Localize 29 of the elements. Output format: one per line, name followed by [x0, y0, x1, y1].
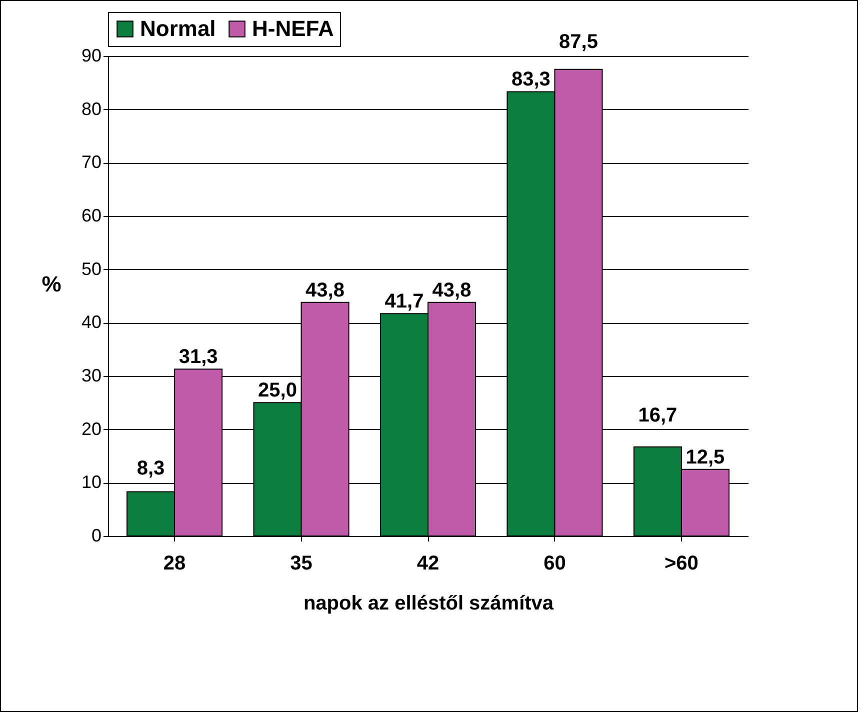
- y-axis-title: %: [42, 272, 62, 296]
- data-label: 43,8: [432, 279, 472, 302]
- x-axis-title: napok az elléstől számítva: [303, 592, 554, 614]
- data-label: 16,7: [638, 404, 678, 426]
- data-label: 31,3: [178, 346, 218, 368]
- x-tick-label: 60: [544, 552, 566, 574]
- y-tick-label: 70: [81, 152, 102, 172]
- data-label: 12,5: [686, 446, 725, 468]
- data-label: 8,3: [136, 458, 165, 480]
- y-tick-label: 60: [81, 206, 102, 226]
- x-tick-label: 35: [290, 552, 312, 574]
- y-tick-label: 80: [81, 98, 102, 119]
- data-label: 41,7: [384, 290, 424, 313]
- x-tick-label: 42: [416, 552, 440, 574]
- legend-label: H-NEFA: [252, 16, 334, 41]
- legend-label: Normal: [140, 16, 216, 41]
- x-tick-label: >60: [664, 552, 698, 574]
- y-tick-label: 50: [81, 258, 102, 279]
- data-label: 87,5: [559, 31, 598, 53]
- y-tick-label: 90: [81, 46, 102, 66]
- y-tick-label: 10: [81, 472, 102, 492]
- y-tick-label: 40: [81, 312, 102, 332]
- data-label: 83,3: [512, 68, 550, 91]
- y-tick-label: 20: [81, 418, 102, 439]
- y-tick-label: 0: [91, 526, 102, 546]
- x-tick-label: 28: [163, 552, 186, 574]
- data-label: 43,8: [306, 279, 344, 302]
- y-tick-label: 30: [81, 366, 102, 386]
- data-label: 25,0: [258, 380, 297, 402]
